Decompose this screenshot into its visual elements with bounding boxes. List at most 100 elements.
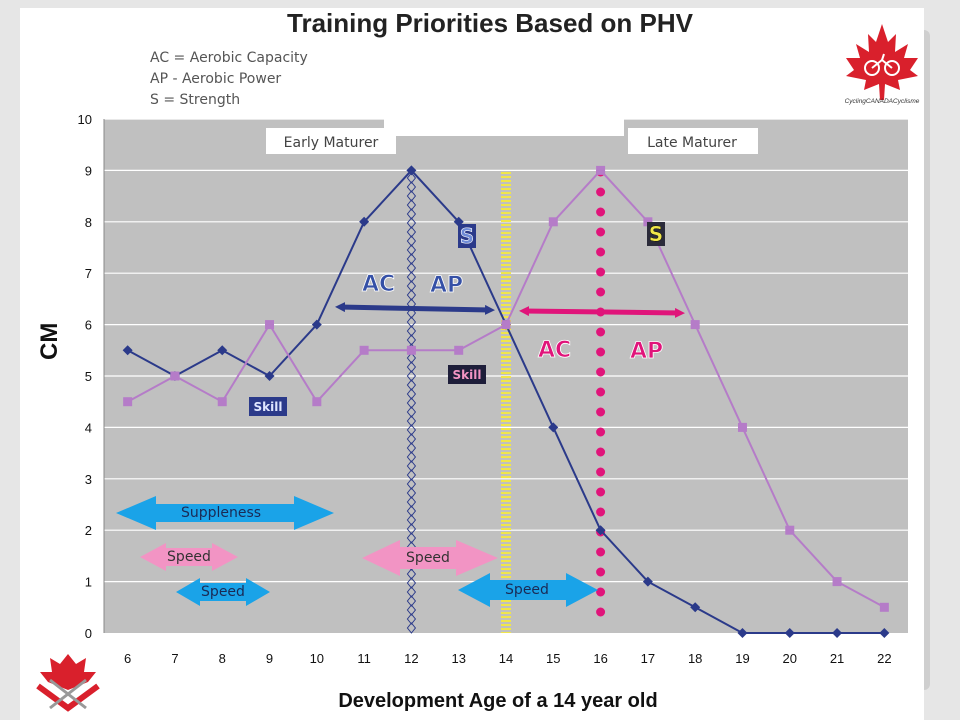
marker-link — [406, 235, 417, 247]
x-tick-label: 15 — [546, 651, 560, 666]
series-early-point — [832, 628, 843, 638]
ap-late-label: AP — [630, 339, 663, 364]
speed-pink-mid-label: Speed — [406, 550, 450, 566]
speed-blue-early-label: Speed — [201, 584, 245, 600]
ap-early-label: AP — [430, 273, 463, 298]
logo-wordmark: CyclingCANADACyclisme — [844, 98, 920, 105]
series-early-point — [642, 576, 653, 587]
y-tick-label: 10 — [78, 112, 92, 127]
marker-link — [406, 532, 417, 544]
y-tick-label: 1 — [85, 575, 92, 590]
marker-link — [406, 379, 417, 391]
skill-late-label: Skill — [453, 368, 482, 382]
marker-link — [406, 316, 417, 328]
slide-edge — [924, 30, 930, 690]
series-early-point — [784, 628, 795, 638]
s-late-box — [647, 222, 665, 246]
speed-pink-mid-arrow — [362, 540, 498, 576]
marker-link — [406, 244, 417, 256]
series-early-point — [406, 165, 417, 176]
x-tick-label: 14 — [499, 651, 513, 666]
y-axis-ticks: 0 1 2 3 4 5 6 7 8 9 10 — [78, 112, 92, 641]
chart-title: Training Priorities Based on PHV — [287, 8, 693, 38]
key-ac: AC = Aerobic Capacity — [150, 50, 308, 66]
series-early-point — [264, 371, 275, 381]
key-ap: AP - Aerobic Power — [150, 71, 282, 87]
x-tick-label: 17 — [641, 651, 655, 666]
marker-link — [406, 181, 417, 193]
marker-link — [406, 487, 417, 499]
series-early-point — [737, 628, 748, 638]
speed-blue-early-arrow — [176, 578, 270, 606]
marker-link — [406, 514, 417, 526]
marker-link — [406, 208, 417, 220]
series-late-point — [643, 217, 653, 227]
marker-link — [406, 289, 417, 301]
marker-link — [406, 217, 417, 229]
series-early-point — [217, 345, 228, 356]
marker-link — [406, 460, 417, 472]
x-tick-label: 9 — [266, 651, 273, 666]
y-tick-label: 3 — [85, 472, 92, 487]
y-tick-label: 5 — [85, 369, 92, 384]
series-early-point — [595, 525, 606, 536]
marker-link — [406, 190, 417, 202]
series-late-point — [690, 320, 700, 330]
marker-link — [406, 226, 417, 238]
marker-link — [406, 568, 417, 580]
y-tick-label: 6 — [85, 318, 92, 333]
marker-link — [406, 406, 417, 418]
series-late-point — [170, 371, 180, 381]
marker-link — [406, 496, 417, 508]
marker-link — [406, 595, 417, 607]
marker-link — [406, 325, 417, 337]
y-tick-label: 0 — [85, 626, 92, 641]
marker-link — [406, 199, 417, 211]
skill-early-box — [249, 397, 287, 416]
abbreviation-key: AC = Aerobic Capacity AP - Aerobic Power… — [150, 48, 308, 111]
marker-link — [406, 586, 417, 598]
marker-link — [406, 433, 417, 445]
series-early-point — [548, 422, 559, 433]
marker-link — [406, 622, 417, 634]
speed-blue-mid-label: Speed — [505, 582, 549, 598]
series-late-point — [596, 165, 606, 175]
series-late-point — [312, 397, 322, 407]
marker-link — [406, 415, 417, 427]
series-early-point — [311, 319, 322, 330]
suppleness-arrow — [116, 496, 334, 530]
x-tick-label: 16 — [593, 651, 607, 666]
x-tick-label: 11 — [357, 651, 371, 666]
series-early-point — [879, 628, 890, 638]
x-tick-label: 19 — [735, 651, 749, 666]
speed-blue-mid-arrow — [458, 573, 598, 607]
series-late-point — [217, 397, 227, 407]
x-axis-title: Development Age of a 14 year old — [338, 690, 658, 712]
s-early-label: S — [460, 224, 474, 248]
s-late-label: S — [649, 222, 663, 246]
marker-link — [406, 253, 417, 265]
y-tick-label: 7 — [85, 266, 92, 281]
early-maturer-box — [266, 128, 396, 154]
marker-link — [406, 172, 417, 184]
early-acap-arrow — [335, 302, 495, 315]
y-tick-label: 8 — [85, 215, 92, 230]
marker-link — [406, 334, 417, 346]
marker-link — [406, 505, 417, 517]
y-tick-label: 4 — [85, 420, 92, 435]
series-early-point — [359, 216, 370, 227]
x-tick-label: 8 — [219, 651, 226, 666]
x-tick-label: 20 — [783, 651, 797, 666]
marker-link — [406, 469, 417, 481]
series-late-point — [123, 397, 133, 407]
marker-link — [406, 370, 417, 382]
series-early-point — [690, 602, 701, 613]
marker-link — [406, 478, 417, 490]
series-late-point — [359, 345, 369, 355]
x-tick-label: 6 — [124, 651, 131, 666]
key-s: S = Strength — [150, 92, 241, 108]
marker-link — [406, 262, 417, 274]
y-tick-label: 9 — [85, 163, 92, 178]
series-late-point — [879, 602, 889, 612]
